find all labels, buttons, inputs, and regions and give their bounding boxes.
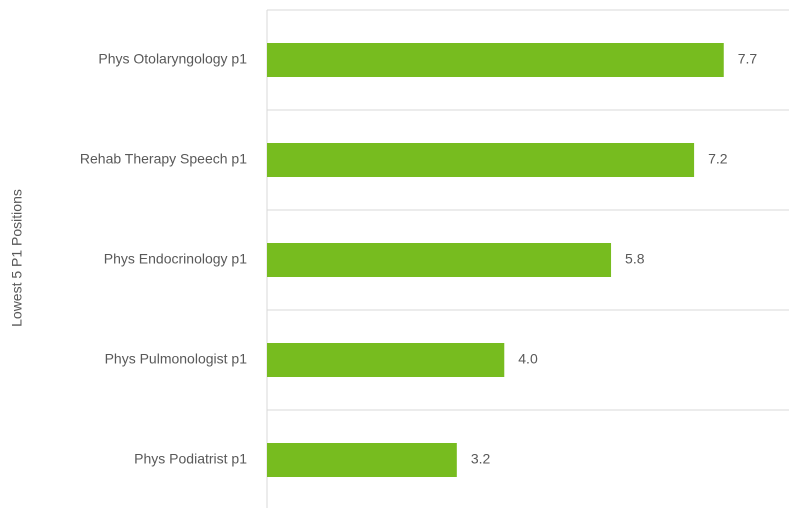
y-tick-label: Phys Podiatrist p1 xyxy=(134,451,247,467)
y-tick-label: Phys Endocrinology p1 xyxy=(104,251,247,267)
data-label: 7.2 xyxy=(708,151,728,167)
bar xyxy=(267,443,457,477)
data-label: 3.2 xyxy=(471,451,491,467)
data-label: 7.7 xyxy=(738,51,758,67)
y-tick-label: Rehab Therapy Speech p1 xyxy=(80,151,247,167)
y-tick-label: Phys Pulmonologist p1 xyxy=(105,351,248,367)
bar xyxy=(267,343,505,377)
bar xyxy=(267,43,724,77)
bar xyxy=(267,243,612,277)
data-label: 4.0 xyxy=(518,351,538,367)
bar xyxy=(267,143,695,177)
data-label: 5.8 xyxy=(625,251,645,267)
y-tick-label: Phys Otolaryngology p1 xyxy=(98,51,247,67)
y-axis-label: Lowest 5 P1 Positions xyxy=(9,189,25,327)
